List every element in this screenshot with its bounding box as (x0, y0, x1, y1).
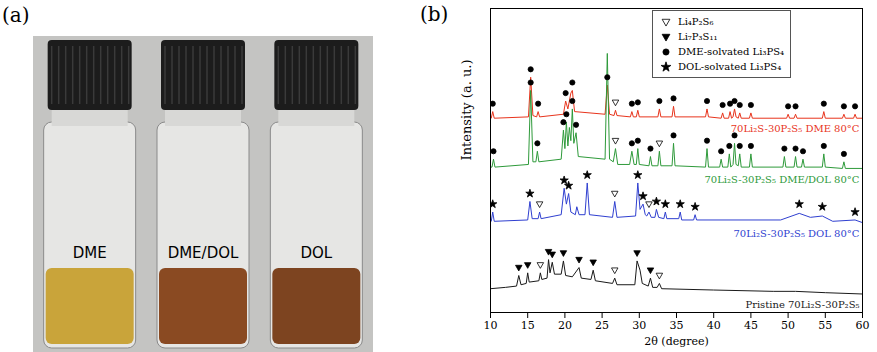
svg-text:40: 40 (707, 319, 721, 332)
svg-text:20: 20 (558, 319, 572, 332)
html-text:Li₄P₂S₆: Li₄P₂S₆ (678, 16, 714, 27)
html-text:Li₇P₃S₁₁: Li₇P₃S₁₁ (678, 31, 718, 42)
svg-text:Intensity (a. u.): Intensity (a. u.) (459, 60, 474, 161)
html-text:DME-solvated Li₃PS₄: DME-solvated Li₃PS₄ (678, 46, 784, 57)
svg-text:60: 60 (856, 319, 870, 332)
svg-text:30: 30 (632, 319, 646, 332)
svg-text:DOL: DOL (300, 244, 332, 262)
html-text:(b): (b) (420, 2, 449, 26)
svg-text:2θ (degree): 2θ (degree) (644, 335, 709, 348)
svg-text:10: 10 (484, 319, 498, 332)
svg-text:70Li₂S-30P₂S₅ DOL 80°C: 70Li₂S-30P₂S₅ DOL 80°C (733, 228, 859, 239)
svg-text:50: 50 (781, 319, 795, 332)
svg-text:25: 25 (595, 319, 609, 332)
svg-text:70Li₂S-30P₂S₅ DME 80°C: 70Li₂S-30P₂S₅ DME 80°C (731, 123, 860, 134)
svg-text:DME/DOL: DME/DOL (168, 244, 239, 262)
svg-text:45: 45 (744, 319, 758, 332)
svg-text:Pristine 70Li₂S-30P₂S₅: Pristine 70Li₂S-30P₂S₅ (745, 299, 859, 310)
html-text:DOL-solvated Li₃PS₄: DOL-solvated Li₃PS₄ (678, 61, 782, 72)
svg-text:35: 35 (670, 319, 684, 332)
svg-text:55: 55 (818, 319, 832, 332)
svg-text:15: 15 (521, 319, 535, 332)
svg-text:70Li₂S-30P₂S₅ DME/DOL 80°C: 70Li₂S-30P₂S₅ DME/DOL 80°C (704, 174, 859, 185)
svg-text:DME: DME (73, 244, 107, 262)
svg-text:(a): (a) (2, 3, 30, 27)
